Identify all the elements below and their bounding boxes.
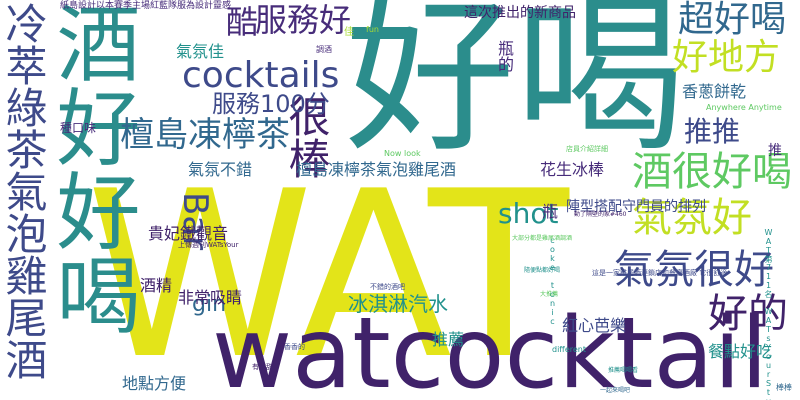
word-different: different <box>552 345 586 354</box>
word-ku: 酷 <box>226 3 259 41</box>
word-note4: 動了隔壁的家#460 <box>574 211 627 218</box>
word-shangjia: 上傳週刊WATsYour <box>178 241 239 249</box>
word-gin: gin <box>192 292 227 317</box>
word-chaohaohe: 超好喝 <box>678 0 787 40</box>
word-note5: 隨便點都好喝 <box>524 267 561 274</box>
word-xiangcong: 香蔥餅乾 <box>682 82 747 101</box>
word-shot: shot <box>498 197 559 230</box>
word-coketonic: coke tonic <box>548 236 557 326</box>
word-henbang: 很棒 <box>282 95 331 179</box>
word-ganjue: 有點甜 <box>252 363 273 371</box>
word-bangbang: 棒棒 <box>776 383 792 392</box>
word-note1: 這是一家雞尾酒連鎖店和餐廳酒廠 它很舒適 <box>592 269 728 277</box>
word-tandao: 檀島凍檸茶 <box>120 115 290 155</box>
word-zhenxing: 陣型搭配守門員的排列 <box>566 199 706 215</box>
word-note2: 大部分都是雞尾酒調酒 <box>512 235 573 242</box>
word-tuijian: 推薦 <box>432 330 465 349</box>
word-tui: 推 <box>768 143 782 159</box>
word-nowlook: Now look <box>384 149 421 158</box>
word-qifenbucuo: 氣氛不錯 <box>188 160 253 179</box>
word-note8: 一起來喝吧 <box>600 387 631 394</box>
word-fun: fun <box>366 25 379 34</box>
word-hongxin: 紅心芭樂 <box>562 316 627 335</box>
word-jiuhenhaohe: 酒很好喝 <box>632 149 792 195</box>
word-pingde: 瓶的 <box>495 40 514 72</box>
word-anywhere: Anywhere Anytime <box>706 103 782 112</box>
word-bingqilin: 冰淇淋汽水 <box>348 292 448 316</box>
word-jiuhaohe: 酒好好喝 <box>43 0 141 336</box>
word-fuwu100: 服務100分 <box>212 90 330 118</box>
word-jiujing: 酒精 <box>140 276 173 295</box>
word-tuitui: 推推 <box>684 115 741 148</box>
word-haodifang: 好地方 <box>672 37 781 78</box>
word-haohe: 好喝 <box>345 0 686 176</box>
word-cocktails: cocktails <box>182 55 340 96</box>
word-cantian: 餐點好吃 <box>708 342 773 361</box>
word-zhibian: 紙島設計以本賽季主場紅藍隊服為設計靈感 <box>60 1 232 11</box>
word-lengcui: 冷萃綠茶氣泡雞尾酒 <box>0 2 48 380</box>
word-note7: 推薦喝喝看 <box>608 367 639 374</box>
word-feichang: 非常吸睛 <box>178 288 243 307</box>
word-tiaoshi: 調酒 <box>316 45 332 54</box>
word-guifei: 貴妃鐵觀音 <box>148 224 229 243</box>
word-wat: WAT <box>86 143 569 400</box>
word-fuwuhao: 服務好 <box>255 1 352 39</box>
word-note6: 大推薦 <box>540 291 559 298</box>
word-zhengci: 這次推出的新商品 <box>464 5 576 21</box>
word-qifenhenhao: 氣氛很好 <box>614 247 774 293</box>
word-didian: 地點方便 <box>122 374 187 393</box>
word-haode: 好的 <box>708 291 788 337</box>
word-jia: 佳 <box>344 27 354 38</box>
word-ping: 瓶 <box>542 202 559 221</box>
word-watcocktail: watcocktail <box>212 297 769 400</box>
word-huasheng: 花生冰棒 <box>540 160 605 179</box>
word-tandao-qipao: 檀島凍檸茶氣泡雞尾酒 <box>296 160 457 179</box>
word-buxihuan: 不錯的酒吧 <box>370 283 405 291</box>
word-note3: 店員介紹詳細 <box>566 145 608 153</box>
word-qifenjia: 氣氛佳 <box>176 42 225 61</box>
word-zhongkouwei: 種口味 <box>60 121 97 135</box>
word-watsyou: WAT第711名 WATsYourStyle <box>764 228 773 400</box>
word-xianshi: 香香的 <box>284 343 305 351</box>
word-qifenhao: 氣氛好 <box>632 195 752 241</box>
